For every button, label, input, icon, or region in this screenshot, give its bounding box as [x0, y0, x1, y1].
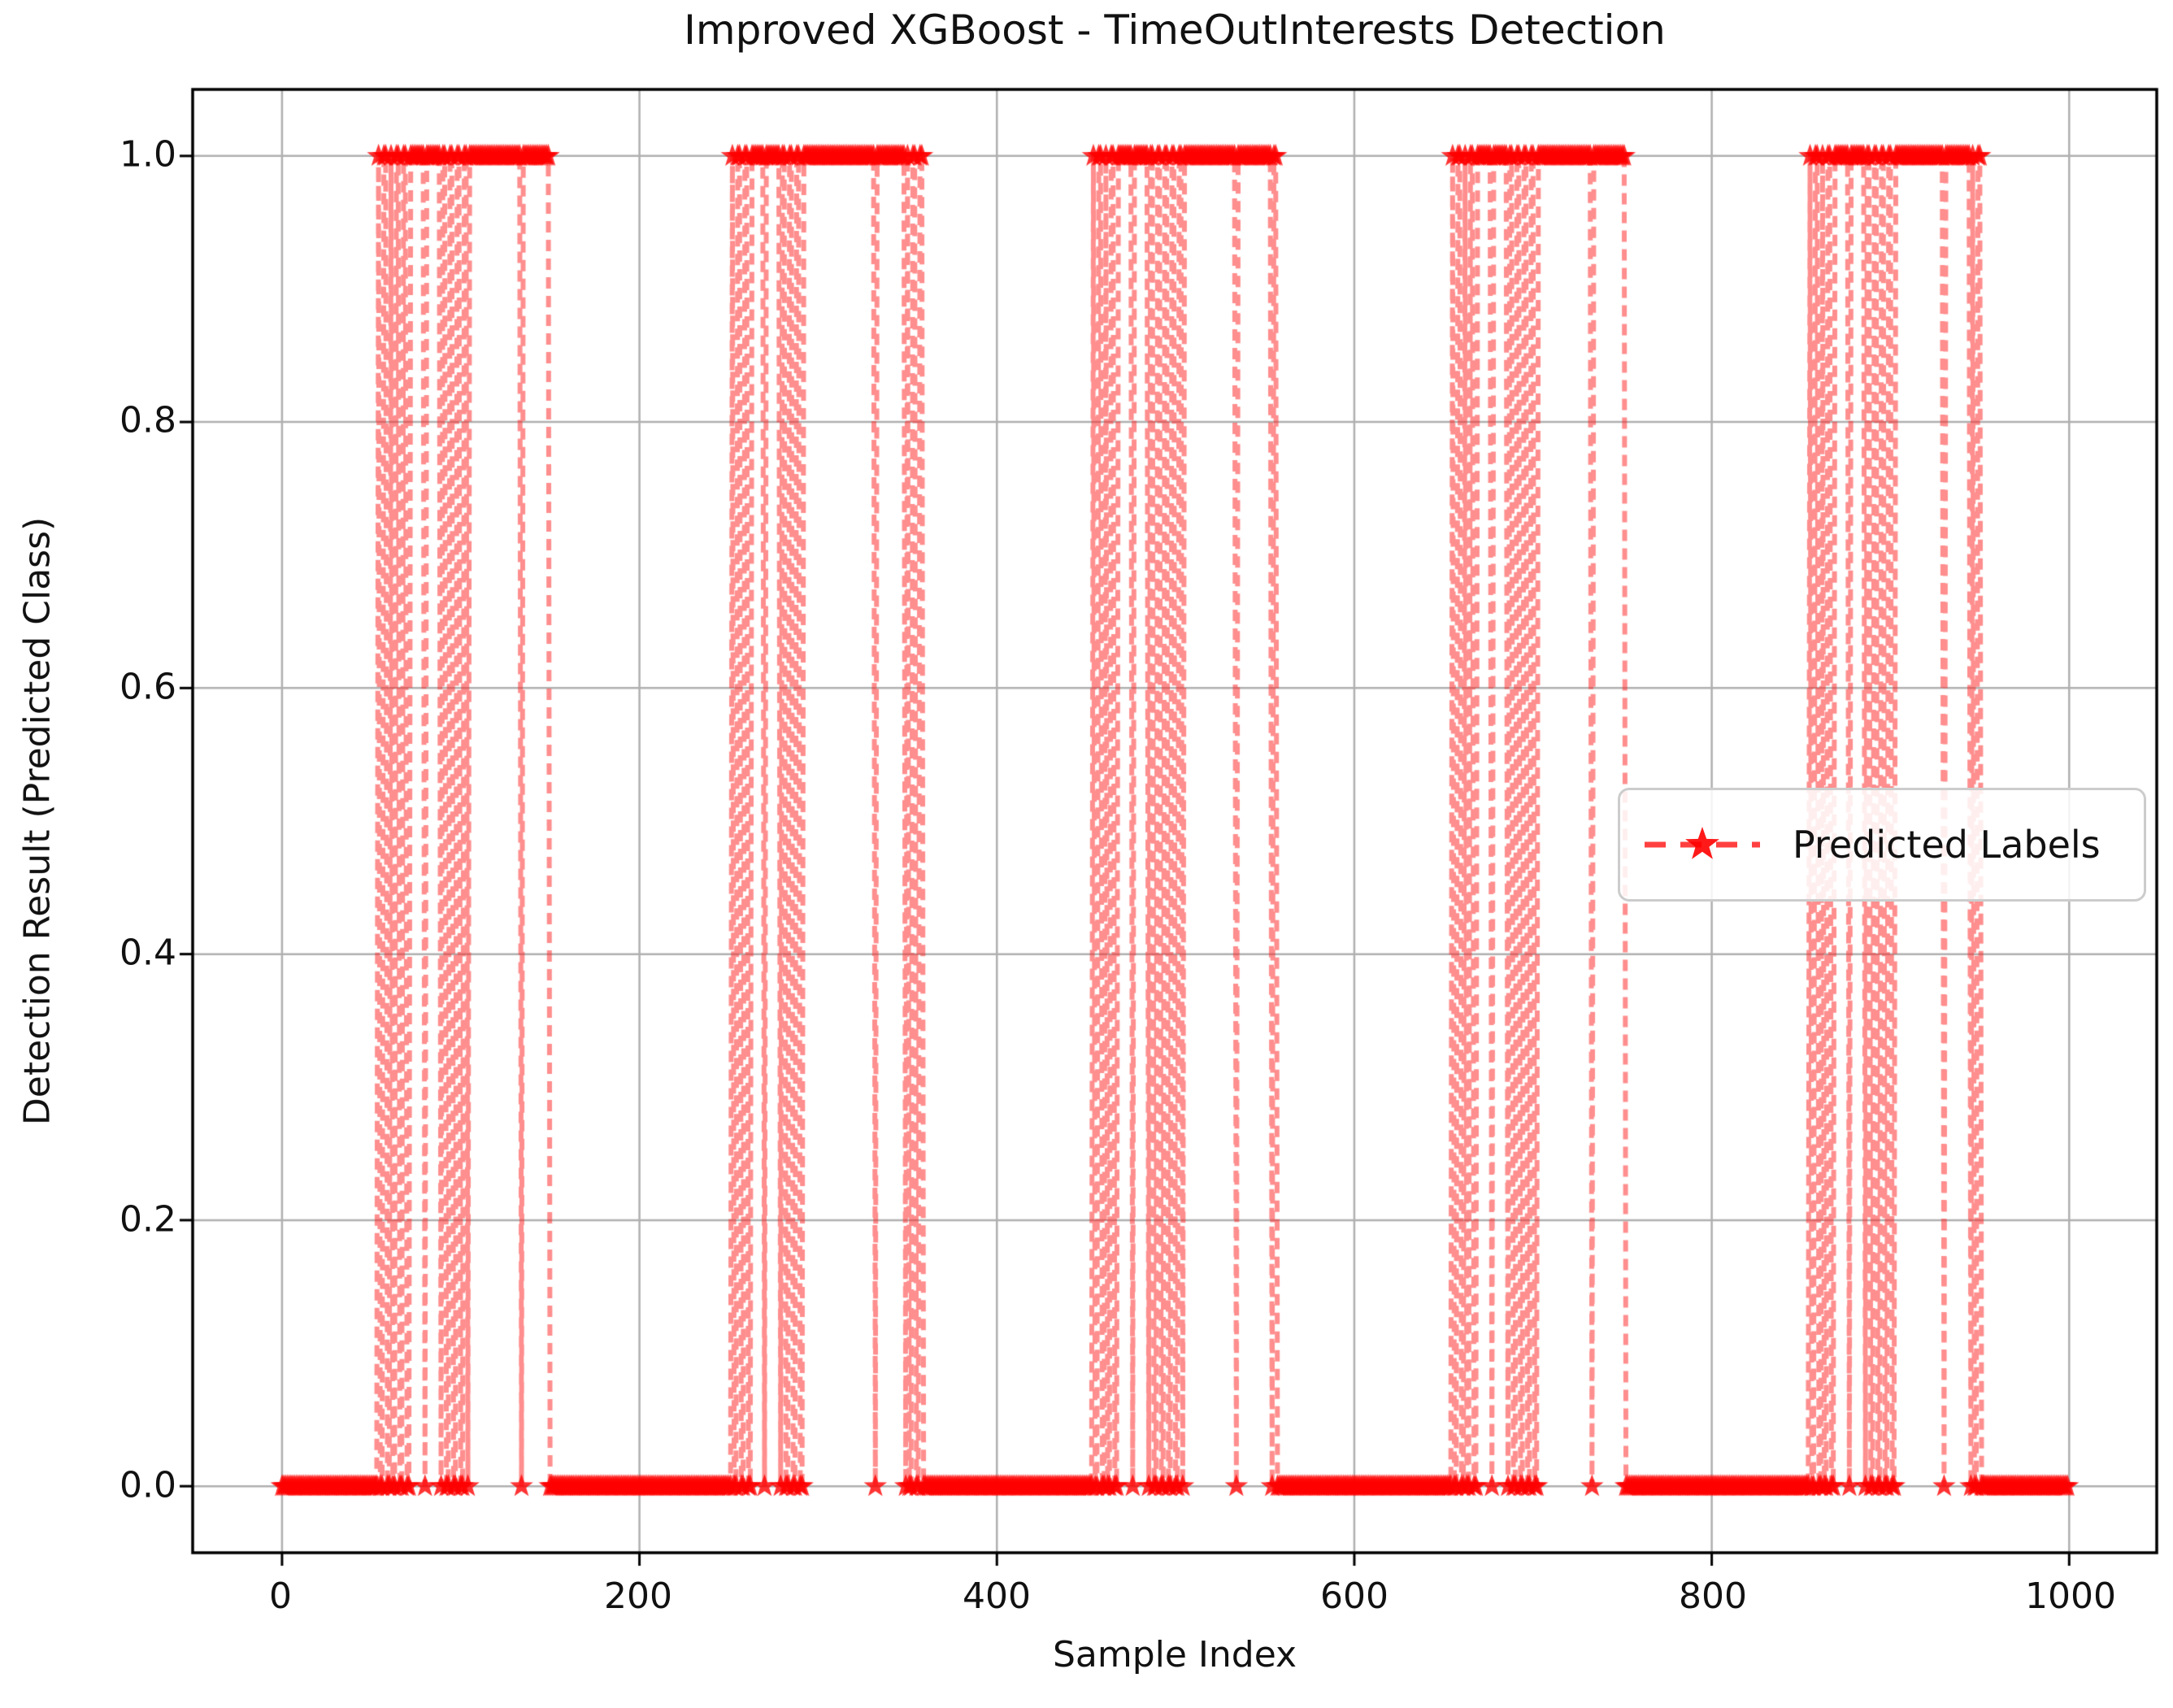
- y-tick-label: 0.2: [120, 1198, 176, 1241]
- y-tick-label: 0.4: [120, 932, 176, 974]
- chart-title: Improved XGBoost - TimeOutInterests Dete…: [684, 7, 1666, 54]
- legend-entry-label: Predicted Labels: [1793, 823, 2101, 867]
- legend-box: Predicted Labels: [1618, 788, 2146, 902]
- x-tick-label: 1000: [2025, 1575, 2116, 1617]
- x-tick-label: 800: [1679, 1575, 1747, 1617]
- x-tick-label: 400: [963, 1575, 1031, 1617]
- y-tick-label: 0.6: [120, 666, 176, 708]
- y-tick-label: 0.8: [120, 399, 176, 441]
- x-axis-label: Sample Index: [1052, 1634, 1297, 1675]
- legend-marker-icon: [1645, 827, 1760, 859]
- y-tick-label: 1.0: [120, 133, 176, 176]
- y-tick-label: 0.0: [120, 1464, 176, 1506]
- x-tick-label: 0: [269, 1575, 292, 1617]
- x-tick-label: 200: [604, 1575, 672, 1617]
- y-axis-label: Detection Result (Predicted Class): [16, 516, 59, 1126]
- x-tick-label: 600: [1320, 1575, 1389, 1617]
